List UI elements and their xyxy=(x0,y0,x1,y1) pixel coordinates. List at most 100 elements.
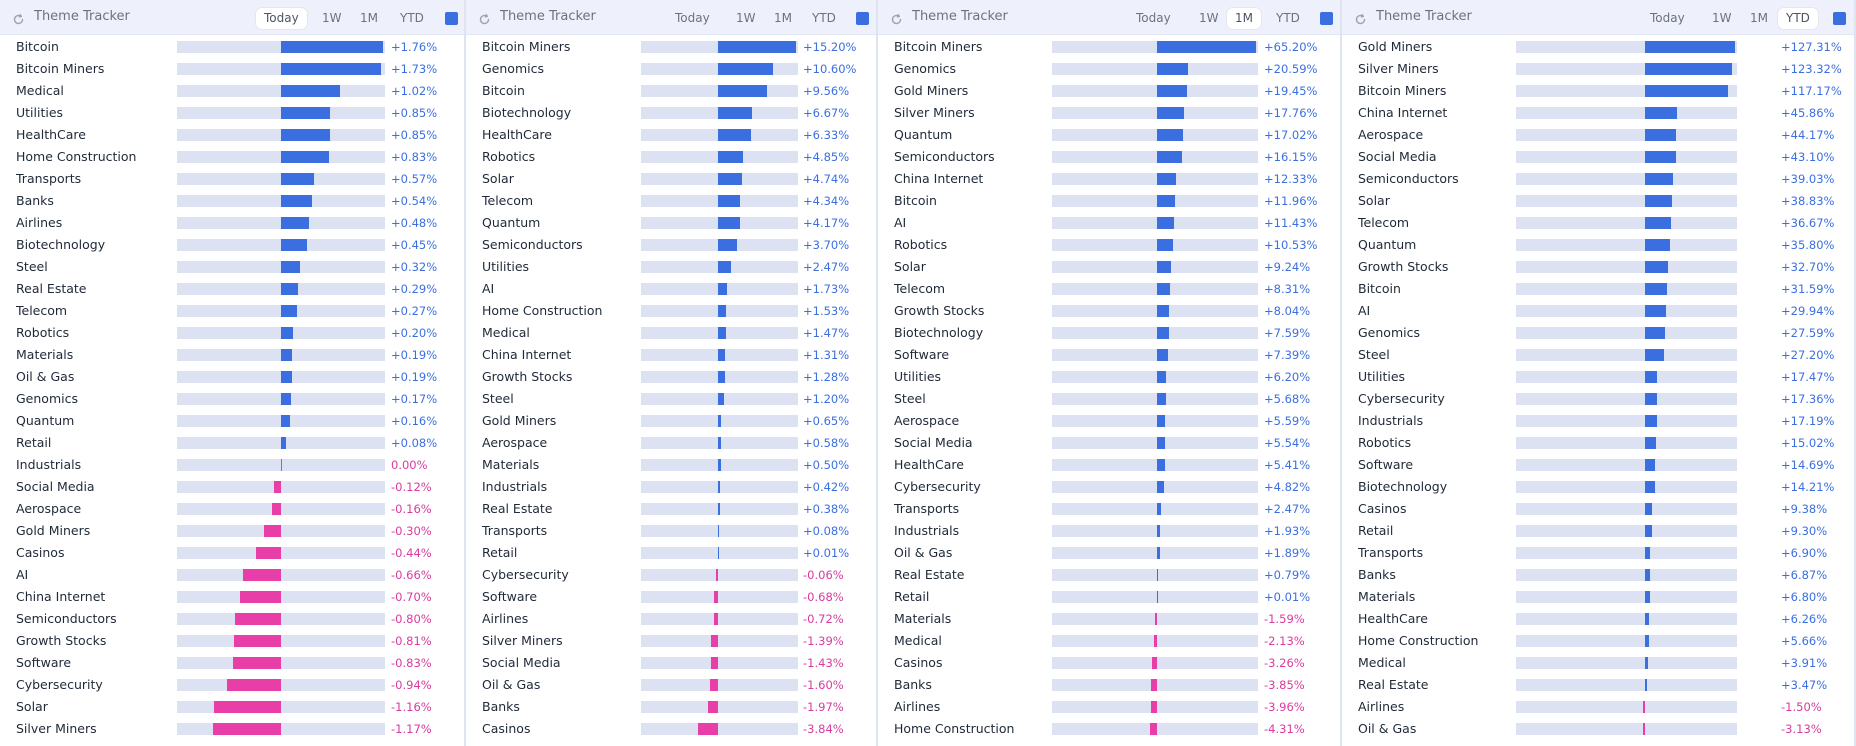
theme-row[interactable]: Silver Miners -1.39% xyxy=(466,630,878,652)
theme-row[interactable]: Utilities +0.85% xyxy=(0,102,466,124)
theme-row[interactable]: Bitcoin +9.56% xyxy=(466,80,878,102)
theme-row[interactable]: Cybersecurity +17.36% xyxy=(1342,388,1856,410)
refresh-icon[interactable] xyxy=(890,11,903,25)
theme-row[interactable]: Retail +0.01% xyxy=(466,542,878,564)
theme-row[interactable]: Telecom +8.31% xyxy=(878,278,1342,300)
tab-1w[interactable]: 1W xyxy=(736,11,756,25)
color-toggle-button[interactable] xyxy=(856,12,869,25)
theme-row[interactable]: China Internet +12.33% xyxy=(878,168,1342,190)
theme-row[interactable]: Home Construction +1.53% xyxy=(466,300,878,322)
tab-1m[interactable]: 1M xyxy=(1227,8,1261,29)
theme-row[interactable]: Oil & Gas +1.89% xyxy=(878,542,1342,564)
theme-row[interactable]: Semiconductors +16.15% xyxy=(878,146,1342,168)
theme-row[interactable]: Bitcoin Miners +1.73% xyxy=(0,58,466,80)
theme-row[interactable]: AI +11.43% xyxy=(878,212,1342,234)
theme-row[interactable]: Growth Stocks +8.04% xyxy=(878,300,1342,322)
theme-row[interactable]: Casinos -3.26% xyxy=(878,652,1342,674)
theme-row[interactable]: Growth Stocks +32.70% xyxy=(1342,256,1856,278)
theme-row[interactable]: Quantum +35.80% xyxy=(1342,234,1856,256)
theme-row[interactable]: HealthCare +6.33% xyxy=(466,124,878,146)
tab-today[interactable]: Today xyxy=(1650,11,1685,25)
theme-row[interactable]: Steel +27.20% xyxy=(1342,344,1856,366)
theme-row[interactable]: Steel +1.20% xyxy=(466,388,878,410)
theme-row[interactable]: HealthCare +6.26% xyxy=(1342,608,1856,630)
theme-row[interactable]: Industrials +0.42% xyxy=(466,476,878,498)
theme-row[interactable]: Silver Miners -1.17% xyxy=(0,718,466,740)
tab-1w[interactable]: 1W xyxy=(322,11,342,25)
theme-row[interactable]: Software -0.83% xyxy=(0,652,466,674)
theme-row[interactable]: Growth Stocks -0.81% xyxy=(0,630,466,652)
theme-row[interactable]: Materials +0.50% xyxy=(466,454,878,476)
theme-row[interactable]: Materials +0.19% xyxy=(0,344,466,366)
tab-ytd[interactable]: YTD xyxy=(1276,11,1300,25)
theme-row[interactable]: Real Estate +0.79% xyxy=(878,564,1342,586)
color-toggle-button[interactable] xyxy=(445,12,458,25)
theme-row[interactable]: Gold Miners +0.65% xyxy=(466,410,878,432)
theme-row[interactable]: HealthCare +0.85% xyxy=(0,124,466,146)
theme-row[interactable]: Quantum +0.16% xyxy=(0,410,466,432)
theme-row[interactable]: Robotics +4.85% xyxy=(466,146,878,168)
tab-today[interactable]: Today xyxy=(1136,11,1171,25)
theme-row[interactable]: Bitcoin +11.96% xyxy=(878,190,1342,212)
theme-row[interactable]: Telecom +4.34% xyxy=(466,190,878,212)
theme-row[interactable]: Gold Miners +19.45% xyxy=(878,80,1342,102)
theme-row[interactable]: Semiconductors +3.70% xyxy=(466,234,878,256)
theme-row[interactable]: Industrials 0.00% xyxy=(0,454,466,476)
theme-row[interactable]: Social Media -0.12% xyxy=(0,476,466,498)
tab-1w[interactable]: 1W xyxy=(1199,11,1219,25)
theme-row[interactable]: Banks +6.87% xyxy=(1342,564,1856,586)
theme-row[interactable]: Bitcoin Miners +65.20% xyxy=(878,36,1342,58)
theme-row[interactable]: Aerospace +5.59% xyxy=(878,410,1342,432)
theme-row[interactable]: Biotechnology +6.67% xyxy=(466,102,878,124)
theme-row[interactable]: Oil & Gas -3.13% xyxy=(1342,718,1856,740)
theme-row[interactable]: Bitcoin Miners +15.20% xyxy=(466,36,878,58)
theme-row[interactable]: Quantum +4.17% xyxy=(466,212,878,234)
theme-row[interactable]: Solar -1.16% xyxy=(0,696,466,718)
theme-row[interactable]: Casinos +9.38% xyxy=(1342,498,1856,520)
theme-row[interactable]: Gold Miners +127.31% xyxy=(1342,36,1856,58)
theme-row[interactable]: Retail +0.01% xyxy=(878,586,1342,608)
theme-row[interactable]: Steel +0.32% xyxy=(0,256,466,278)
theme-row[interactable]: Genomics +20.59% xyxy=(878,58,1342,80)
theme-row[interactable]: Steel +5.68% xyxy=(878,388,1342,410)
theme-row[interactable]: Aerospace +44.17% xyxy=(1342,124,1856,146)
theme-row[interactable]: Solar +9.24% xyxy=(878,256,1342,278)
theme-row[interactable]: Genomics +0.17% xyxy=(0,388,466,410)
tab-today[interactable]: Today xyxy=(675,11,710,25)
theme-row[interactable]: Genomics +10.60% xyxy=(466,58,878,80)
theme-row[interactable]: Silver Miners +123.32% xyxy=(1342,58,1856,80)
theme-row[interactable]: Industrials +17.19% xyxy=(1342,410,1856,432)
theme-row[interactable]: Airlines -0.72% xyxy=(466,608,878,630)
theme-row[interactable]: HealthCare +5.41% xyxy=(878,454,1342,476)
theme-row[interactable]: AI -0.66% xyxy=(0,564,466,586)
theme-row[interactable]: Casinos -0.44% xyxy=(0,542,466,564)
theme-row[interactable]: Social Media -1.43% xyxy=(466,652,878,674)
theme-row[interactable]: AI +1.73% xyxy=(466,278,878,300)
tab-1m[interactable]: 1M xyxy=(774,11,792,25)
theme-row[interactable]: Banks +0.54% xyxy=(0,190,466,212)
theme-row[interactable]: Social Media +43.10% xyxy=(1342,146,1856,168)
theme-row[interactable]: Materials -1.59% xyxy=(878,608,1342,630)
theme-row[interactable]: Home Construction -4.31% xyxy=(878,718,1342,740)
theme-row[interactable]: China Internet +45.86% xyxy=(1342,102,1856,124)
theme-row[interactable]: Telecom +36.67% xyxy=(1342,212,1856,234)
theme-row[interactable]: Banks -3.85% xyxy=(878,674,1342,696)
theme-row[interactable]: Utilities +2.47% xyxy=(466,256,878,278)
theme-row[interactable]: Materials +6.80% xyxy=(1342,586,1856,608)
color-toggle-button[interactable] xyxy=(1833,12,1846,25)
theme-row[interactable]: Home Construction +0.83% xyxy=(0,146,466,168)
theme-row[interactable]: Banks -1.97% xyxy=(466,696,878,718)
theme-row[interactable]: Semiconductors -0.80% xyxy=(0,608,466,630)
theme-row[interactable]: Utilities +6.20% xyxy=(878,366,1342,388)
tab-1m[interactable]: 1M xyxy=(360,11,378,25)
theme-row[interactable]: Aerospace -0.16% xyxy=(0,498,466,520)
theme-row[interactable]: Oil & Gas +0.19% xyxy=(0,366,466,388)
theme-row[interactable]: Cybersecurity -0.94% xyxy=(0,674,466,696)
theme-row[interactable]: Growth Stocks +1.28% xyxy=(466,366,878,388)
theme-row[interactable]: Retail +0.08% xyxy=(0,432,466,454)
theme-row[interactable]: Robotics +10.53% xyxy=(878,234,1342,256)
theme-row[interactable]: Real Estate +3.47% xyxy=(1342,674,1856,696)
theme-row[interactable]: Airlines -3.96% xyxy=(878,696,1342,718)
theme-row[interactable]: Biotechnology +0.45% xyxy=(0,234,466,256)
theme-row[interactable]: Solar +4.74% xyxy=(466,168,878,190)
